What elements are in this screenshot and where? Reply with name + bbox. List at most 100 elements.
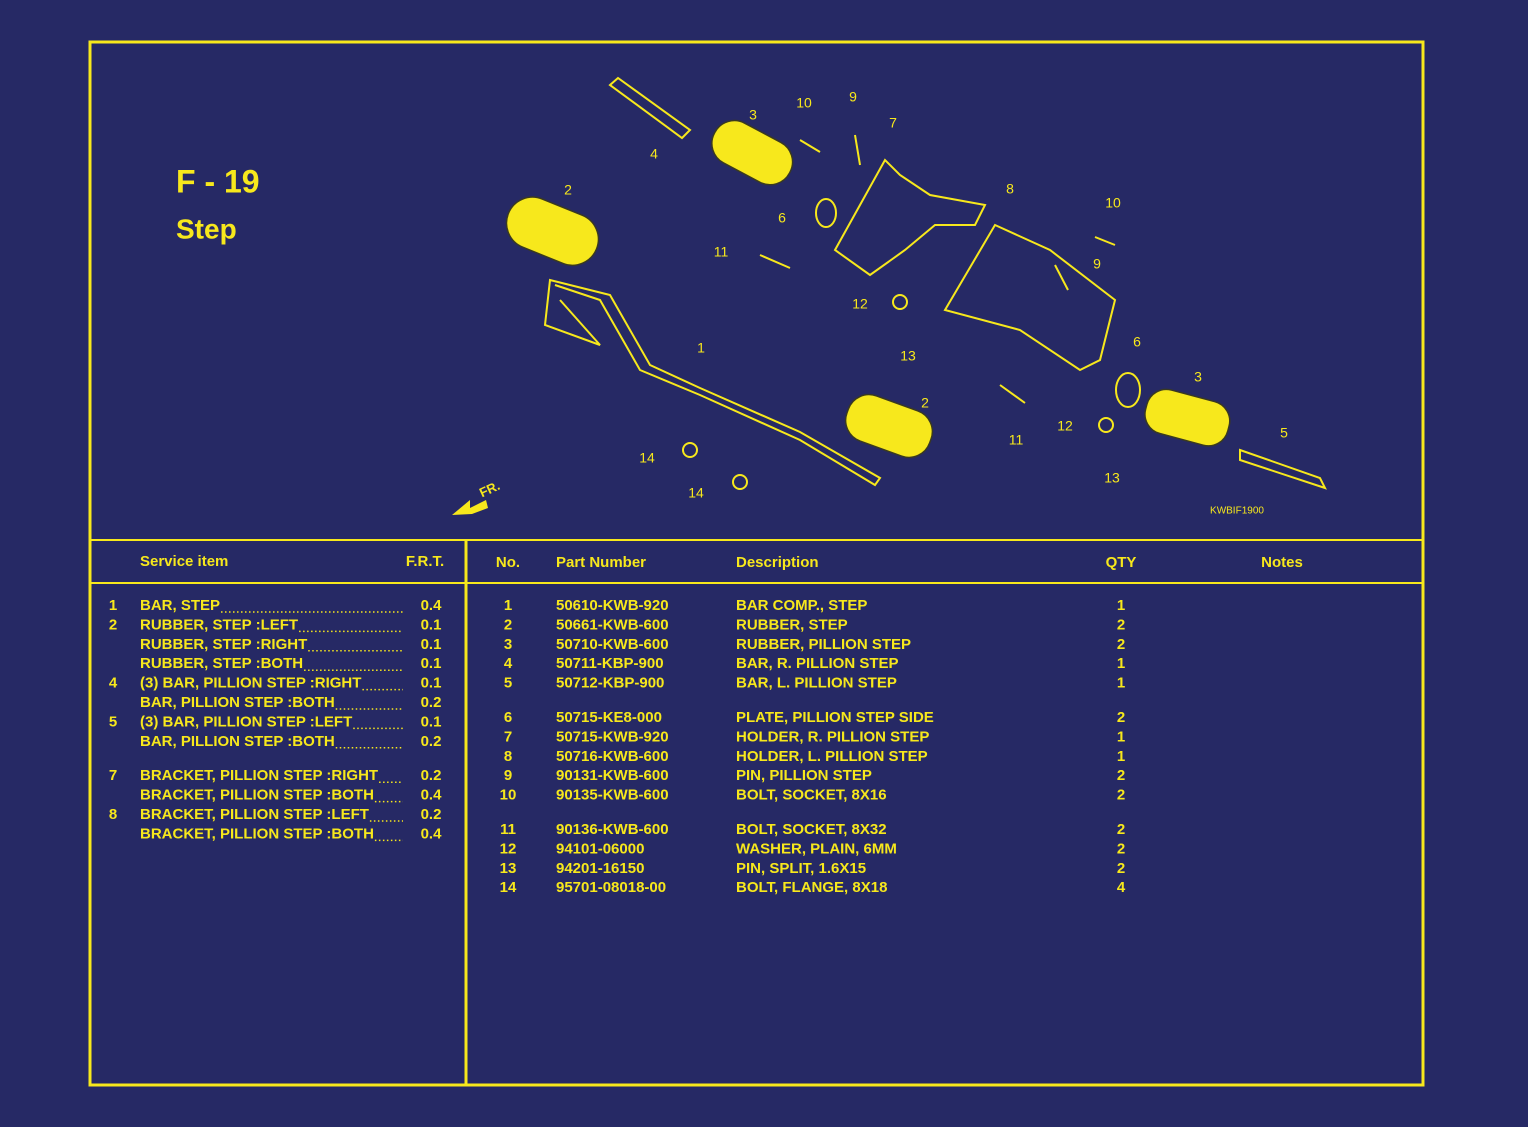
column-header: No. xyxy=(496,554,520,571)
part-qty: 1 xyxy=(1117,748,1125,765)
part-part: 94201-16150 xyxy=(556,860,644,877)
part-part: 50712-KBP-900 xyxy=(556,675,664,692)
part-no: 4 xyxy=(504,655,513,672)
frt: 0.1 xyxy=(421,616,442,633)
item-number: 8 xyxy=(109,806,117,823)
part-no: 12 xyxy=(500,840,517,857)
service-item: RUBBER, STEP :BOTH xyxy=(140,655,303,672)
frt: 0.4 xyxy=(421,787,443,804)
service-item: BRACKET, PILLION STEP :LEFT xyxy=(140,806,369,823)
part-qty: 2 xyxy=(1117,616,1125,633)
part-no: 13 xyxy=(500,860,517,877)
part-part: 94101-06000 xyxy=(556,840,644,857)
part-desc: RUBBER, PILLION STEP xyxy=(736,636,911,653)
part-no: 8 xyxy=(504,748,512,765)
frt: 0.2 xyxy=(421,694,442,711)
direction-label: FR. xyxy=(477,478,502,500)
part-qty: 2 xyxy=(1117,709,1125,726)
frt: 0.1 xyxy=(421,636,442,653)
part-qty: 2 xyxy=(1117,767,1125,784)
page-title: Step xyxy=(176,213,237,244)
part-no: 14 xyxy=(500,879,517,896)
part-qty: 2 xyxy=(1117,821,1125,838)
callout: 3 xyxy=(749,107,757,123)
part-no: 5 xyxy=(504,675,512,692)
item-number: 2 xyxy=(109,616,117,633)
column-header: Part Number xyxy=(556,554,646,571)
part-no: 2 xyxy=(504,616,512,633)
frt: 0.2 xyxy=(421,767,442,784)
callout: 7 xyxy=(889,115,897,131)
part-desc: BAR, R. PILLION STEP xyxy=(736,655,899,672)
service-item: RUBBER, STEP :LEFT xyxy=(140,616,298,633)
item-number: 4 xyxy=(109,675,118,692)
callout: 6 xyxy=(1133,334,1141,350)
part-desc: PIN, PILLION STEP xyxy=(736,767,872,784)
part-desc: PIN, SPLIT, 1.6X15 xyxy=(736,860,866,877)
part-qty: 1 xyxy=(1117,675,1125,692)
column-header: Notes xyxy=(1261,554,1303,571)
exploded-diagram xyxy=(452,76,1327,515)
part-desc: RUBBER, STEP xyxy=(736,616,848,633)
service-item: (3) BAR, PILLION STEP :RIGHT xyxy=(140,675,361,692)
part-no: 9 xyxy=(504,767,512,784)
part-qty: 4 xyxy=(1117,879,1126,896)
part-part: 50711-KBP-900 xyxy=(556,655,664,672)
column-header: Service item xyxy=(140,553,228,570)
part-desc: BAR COMP., STEP xyxy=(736,597,867,614)
part-desc: BOLT, FLANGE, 8X18 xyxy=(736,879,887,896)
part-no: 1 xyxy=(504,597,512,614)
item-number: 1 xyxy=(109,597,117,614)
part-qty: 2 xyxy=(1117,787,1125,804)
part-part: 50716-KWB-600 xyxy=(556,748,669,765)
callout: 14 xyxy=(639,450,655,466)
callout: 11 xyxy=(1009,432,1024,448)
column-header: F.R.T. xyxy=(406,553,444,570)
frt: 0.2 xyxy=(421,733,442,750)
callout: 9 xyxy=(849,89,857,105)
callout: 10 xyxy=(796,95,812,111)
drawing-code: KWBIF1900 xyxy=(1210,506,1264,517)
part-part: 90135-KWB-600 xyxy=(556,787,669,804)
column-header: Description xyxy=(736,554,819,571)
part-qty: 1 xyxy=(1117,655,1125,672)
part-no: 7 xyxy=(504,728,512,745)
part-qty: 1 xyxy=(1117,597,1125,614)
frame xyxy=(88,40,1425,1087)
frt: 0.1 xyxy=(421,675,442,692)
part-desc: BAR, L. PILLION STEP xyxy=(736,675,897,692)
service-item: (3) BAR, PILLION STEP :LEFT xyxy=(140,713,352,730)
part-desc: PLATE, PILLION STEP SIDE xyxy=(736,709,934,726)
service-item: BAR, PILLION STEP :BOTH xyxy=(140,733,335,750)
part-part: 90131-KWB-600 xyxy=(556,767,669,784)
part-part: 50715-KWB-920 xyxy=(556,728,669,745)
part-no: 3 xyxy=(504,636,512,653)
part-part: 50715-KE8-000 xyxy=(556,709,662,726)
service-item: BAR, STEP xyxy=(140,597,220,614)
part-desc: BOLT, SOCKET, 8X16 xyxy=(736,787,887,804)
frt: 0.4 xyxy=(421,597,443,614)
callout: 2 xyxy=(564,182,572,198)
part-qty: 2 xyxy=(1117,860,1125,877)
part-desc: BOLT, SOCKET, 8X32 xyxy=(736,821,887,838)
part-no: 10 xyxy=(500,787,517,804)
part-part: 50661-KWB-600 xyxy=(556,616,669,633)
part-qty: 2 xyxy=(1117,840,1125,857)
page-code: F - 19 xyxy=(176,163,260,199)
service-item: BRACKET, PILLION STEP :RIGHT xyxy=(140,767,378,784)
service-item: BRACKET, PILLION STEP :BOTH xyxy=(140,787,374,804)
frt: 0.4 xyxy=(421,825,443,842)
service-item: BAR, PILLION STEP :BOTH xyxy=(140,694,335,711)
part-desc: WASHER, PLAIN, 6MM xyxy=(736,840,897,857)
part-part: 50610-KWB-920 xyxy=(556,597,669,614)
part-qty: 2 xyxy=(1117,636,1125,653)
part-desc: HOLDER, L. PILLION STEP xyxy=(736,748,928,765)
part-no: 6 xyxy=(504,709,512,726)
part-desc: HOLDER, R. PILLION STEP xyxy=(736,728,929,745)
part-part: 95701-08018-00 xyxy=(556,879,666,896)
callout: 2 xyxy=(921,395,929,411)
callout: 4 xyxy=(650,146,658,162)
callout: 13 xyxy=(900,348,916,364)
callout: 14 xyxy=(688,485,704,501)
